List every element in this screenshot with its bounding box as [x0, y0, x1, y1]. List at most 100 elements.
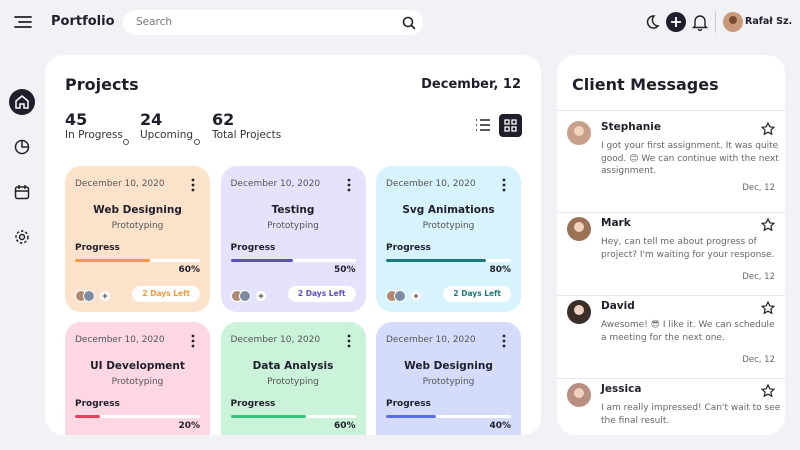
- app-title: Portfolio: [51, 14, 115, 29]
- sender-name: Stephanie: [601, 121, 661, 133]
- message[interactable]: Mark Hey, can tell me about progress of p…: [557, 213, 785, 296]
- card-menu[interactable]: [189, 333, 197, 352]
- team-avatars[interactable]: [386, 288, 430, 307]
- project-card[interactable]: December 10, 2020 Web Designing Prototypin…: [376, 322, 521, 435]
- panel-date: December, 12: [421, 77, 521, 92]
- sender-avatar: [567, 383, 591, 411]
- search-box[interactable]: Search: [123, 10, 423, 35]
- progress-bar: [230, 259, 293, 262]
- grid-view-button[interactable]: [499, 114, 522, 137]
- card-subtitle: Prototyping: [111, 377, 164, 387]
- message-date: Dec, 12: [742, 272, 775, 282]
- nav-reports[interactable]: [14, 139, 30, 155]
- list-view-button[interactable]: [475, 118, 491, 132]
- search-icon[interactable]: [402, 16, 416, 30]
- progress-percent: 40%: [489, 421, 511, 431]
- card-title: Svg Animations: [402, 204, 495, 216]
- team-avatars[interactable]: [75, 288, 119, 307]
- user-avatar[interactable]: [723, 12, 743, 32]
- stat-label: Total Projects: [212, 129, 282, 141]
- days-left: 2 Days Left: [287, 286, 356, 302]
- stat-value: 24: [140, 110, 163, 129]
- divider: [557, 212, 785, 213]
- star-button[interactable]: [760, 300, 776, 319]
- status-dot: [193, 131, 201, 150]
- sender-name: Jessica: [601, 383, 642, 395]
- progress-percent: 60%: [333, 421, 356, 431]
- message[interactable]: Stephanie I got your first assignment. It…: [557, 117, 785, 213]
- card-subtitle: Prototyping: [267, 377, 319, 387]
- message-text: I am really impressed! Can't wait to see…: [601, 403, 781, 426]
- team-avatars[interactable]: [230, 288, 275, 307]
- divider: [557, 295, 785, 296]
- project-card[interactable]: December 10, 2020 Data Analysis Prototypin…: [220, 322, 366, 435]
- progress-bar: [386, 415, 436, 418]
- project-card[interactable]: December 10, 2020 Svg Animations Prototypi…: [376, 166, 521, 312]
- progress-track: [230, 259, 356, 262]
- theme-icon[interactable]: [644, 14, 660, 30]
- notification-icon[interactable]: [692, 13, 708, 31]
- project-card[interactable]: December 10, 2020 UI Development Prototypi…: [65, 322, 210, 435]
- sender-name: David: [601, 300, 635, 312]
- card-menu[interactable]: [189, 177, 197, 196]
- stat-label: In Progress: [65, 129, 123, 141]
- nav-home[interactable]: [9, 89, 35, 115]
- project-card[interactable]: December 10, 2020 Testing Prototyping Progr…: [220, 166, 366, 312]
- star-button[interactable]: [760, 121, 776, 140]
- message-text: I got your first assignment. It was quit…: [601, 141, 779, 176]
- days-left: 2 Days Left: [443, 286, 511, 302]
- card-subtitle: Prototyping: [422, 377, 475, 387]
- progress-label: Progress: [230, 243, 276, 253]
- card-menu[interactable]: [345, 177, 353, 196]
- card-title: Data Analysis: [252, 360, 334, 372]
- status-dot: [122, 131, 130, 150]
- card-subtitle: Prototyping: [267, 221, 319, 231]
- progress-track: [386, 415, 511, 418]
- card-menu[interactable]: [500, 177, 508, 196]
- nav-settings[interactable]: [14, 229, 30, 245]
- message[interactable]: David Awesome! 😎 I like it. We can schedu…: [557, 296, 785, 379]
- card-title: Web Designing: [404, 360, 493, 372]
- user-name: Rafał Sz.: [745, 16, 793, 27]
- stat-label: Upcoming: [140, 129, 194, 141]
- progress-bar: [75, 415, 100, 418]
- message-date: Dec, 12: [742, 355, 775, 365]
- star-button[interactable]: [760, 383, 776, 402]
- progress-bar: [386, 259, 486, 262]
- message-date: Dec, 12: [742, 183, 775, 193]
- card-menu[interactable]: [345, 333, 353, 352]
- progress-bar: [75, 259, 150, 262]
- project-card[interactable]: December 10, 2020 Web Designing Prototypin…: [65, 166, 210, 312]
- progress-label: Progress: [75, 243, 120, 253]
- card-title: Testing: [271, 204, 315, 216]
- panel-title: Projects: [65, 75, 139, 94]
- days-left: 2 Days Left: [132, 286, 200, 302]
- card-subtitle: Prototyping: [111, 221, 164, 231]
- menu-icon[interactable]: [14, 14, 32, 30]
- progress-percent: 60%: [178, 265, 200, 275]
- star-button[interactable]: [760, 217, 776, 236]
- progress-track: [75, 415, 200, 418]
- stat-value: 62: [212, 110, 235, 129]
- progress-label: Progress: [386, 243, 431, 253]
- progress-percent: 80%: [489, 265, 511, 275]
- stat-value: 45: [65, 110, 88, 129]
- message[interactable]: Jessica I am really impressed! Can't wait…: [557, 379, 785, 435]
- message-text: Awesome! 😎 I like it. We can schedule a …: [601, 320, 775, 343]
- card-title: Web Designing: [93, 204, 182, 216]
- projects-panel: Projects December, 12 45 In Progress 24 Upc…: [45, 55, 541, 435]
- progress-label: Progress: [386, 399, 431, 409]
- add-button[interactable]: [666, 12, 686, 32]
- sender-avatar: [567, 217, 591, 245]
- divider: [557, 378, 785, 379]
- progress-percent: 20%: [178, 421, 200, 431]
- message-text: Hey, can tell me about progress of proje…: [601, 237, 775, 260]
- card-menu[interactable]: [500, 333, 508, 352]
- sender-avatar: [567, 300, 591, 328]
- nav-calendar[interactable]: [14, 184, 30, 200]
- progress-label: Progress: [75, 399, 120, 409]
- sender-avatar: [567, 121, 591, 149]
- card-date: December 10, 2020: [75, 335, 165, 345]
- card-subtitle: Prototyping: [422, 221, 475, 231]
